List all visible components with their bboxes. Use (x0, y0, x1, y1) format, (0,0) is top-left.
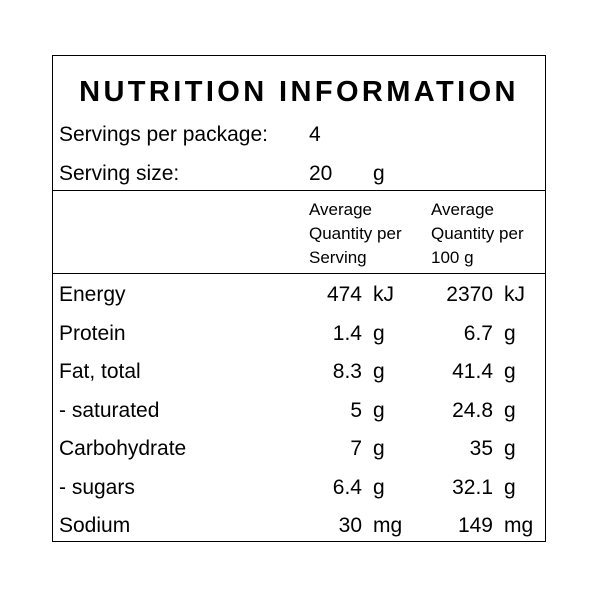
header-per-100g-line: 100 g (431, 248, 474, 267)
per100-unit: g (504, 360, 516, 383)
serving-unit: g (373, 437, 385, 460)
per100-value: 41.4 (452, 360, 493, 383)
serving-unit: g (373, 321, 385, 345)
header-per-serving-line: Quantity per (309, 224, 402, 243)
per100-unit: g (504, 437, 516, 460)
servings-label: Servings per package: (59, 123, 268, 146)
per100-unit: mg (504, 514, 534, 537)
serving-size-label: Serving size: (59, 162, 180, 185)
serving-size-unit: g (373, 162, 385, 185)
header-per-100g: Average Quantity per 100 g (431, 198, 524, 270)
header-per-serving: Average Quantity per Serving (309, 198, 402, 270)
per100-unit: kJ (504, 283, 525, 306)
divider (53, 190, 545, 191)
divider (53, 273, 545, 274)
per100-value: 35 (469, 437, 493, 460)
per100-value: 2370 (446, 283, 493, 306)
header-per-serving-line: Serving (309, 248, 367, 267)
header-per-serving-line: Average (309, 200, 373, 219)
per100-unit: g (504, 321, 516, 345)
nutrition-panel: NUTRITION INFORMATION Servings per packa… (52, 55, 546, 542)
serving-value: 7 (350, 437, 362, 460)
serving-unit: kJ (373, 283, 394, 306)
nutrient-name: - sugars (59, 475, 135, 499)
per100-value: 24.8 (452, 398, 493, 422)
header-per-100g-line: Quantity per (431, 224, 524, 243)
serving-value: 30 (338, 514, 362, 537)
nutrient-name: Sodium (59, 514, 131, 537)
serving-unit: g (373, 475, 385, 499)
header-per-100g-line: Average (431, 200, 495, 219)
serving-value: 1.4 (332, 321, 362, 345)
serving-unit: g (373, 398, 385, 422)
per100-value: 6.7 (463, 321, 493, 345)
per100-unit: g (504, 475, 516, 499)
servings-value: 4 (309, 123, 321, 146)
serving-value: 474 (326, 283, 362, 306)
serving-unit: g (373, 360, 385, 383)
serving-size-value: 20 (309, 162, 333, 185)
serving-value: 5 (350, 398, 362, 422)
nutrient-name: - saturated (59, 398, 160, 422)
nutrient-name: Fat, total (59, 360, 141, 383)
serving-value: 6.4 (332, 475, 362, 499)
per100-unit: g (504, 398, 516, 422)
serving-unit: mg (373, 514, 403, 537)
panel-title: NUTRITION INFORMATION (79, 76, 519, 108)
per100-value: 149 (457, 514, 493, 537)
nutrient-name: Carbohydrate (59, 437, 187, 460)
per100-value: 32.1 (452, 475, 493, 499)
nutrient-name: Protein (59, 321, 126, 345)
serving-value: 8.3 (332, 360, 362, 383)
nutrient-name: Energy (59, 283, 126, 306)
